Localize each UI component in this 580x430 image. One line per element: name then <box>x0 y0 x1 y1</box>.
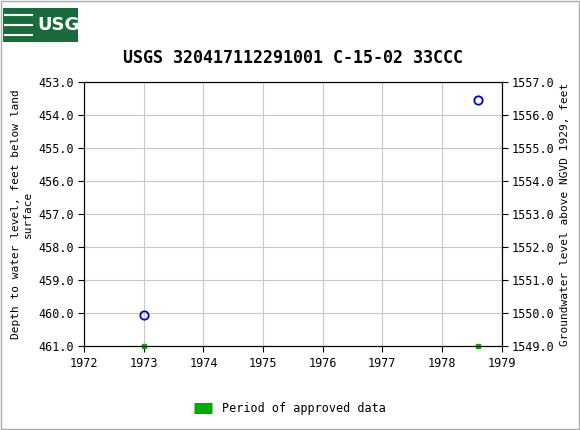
Legend: Period of approved data: Period of approved data <box>190 397 390 420</box>
Text: USGS: USGS <box>38 16 93 34</box>
FancyBboxPatch shape <box>3 8 78 42</box>
Title: USGS 320417112291001 C-15-02 33CCC: USGS 320417112291001 C-15-02 33CCC <box>123 49 463 67</box>
Y-axis label: Groundwater level above NGVD 1929, feet: Groundwater level above NGVD 1929, feet <box>560 82 570 346</box>
Y-axis label: Depth to water level, feet below land
surface: Depth to water level, feet below land su… <box>11 89 32 339</box>
